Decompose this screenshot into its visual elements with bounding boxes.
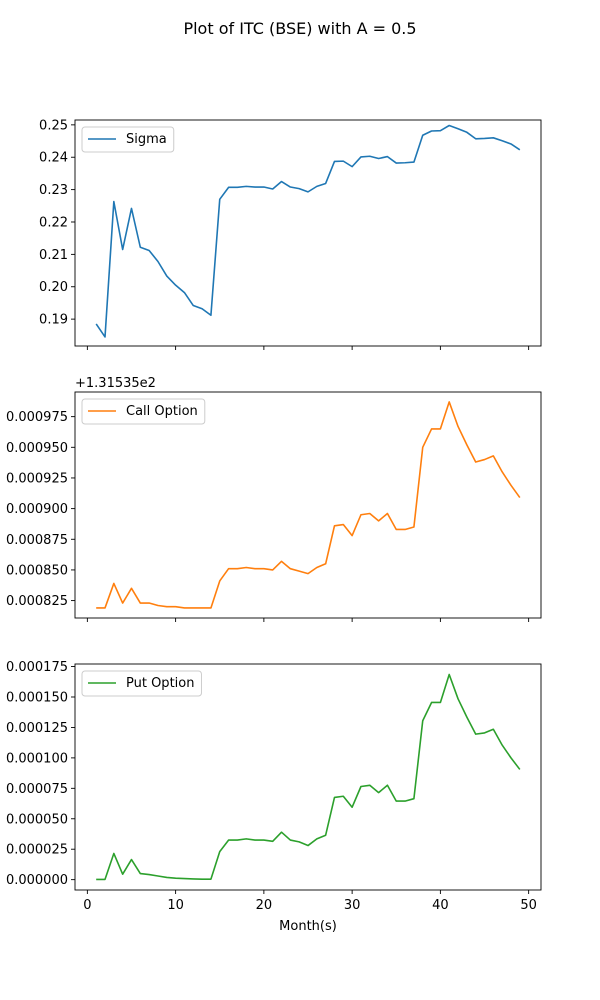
legend: Put Option (81, 670, 202, 697)
y-tick-label: 0.000150 (6, 690, 68, 705)
x-axis-label: Month(s) (279, 919, 337, 934)
y-tick-label: 0.21 (39, 248, 68, 263)
legend-label: Sigma (126, 132, 167, 147)
y-tick-label: 0.000850 (6, 563, 68, 578)
y-tick-label: 0.19 (39, 313, 68, 328)
axes-frame (74, 119, 542, 347)
series-line-0-0 (95, 124, 521, 338)
legend-box (81, 126, 175, 153)
x-tick-label: 50 (520, 898, 537, 913)
y-tick-label: 0.000075 (6, 782, 68, 797)
figure-title: Plot of ITC (BSE) with A = 0.5 (183, 19, 416, 38)
y-tick-label: 0.000000 (6, 873, 68, 888)
axes-frame (74, 663, 542, 891)
axes-frame (74, 391, 542, 619)
y-tick-label: 0.000900 (6, 502, 68, 517)
y-tick-label: 0.000050 (6, 812, 68, 827)
x-tick-label: 30 (344, 898, 361, 913)
series-line-2-0 (96, 673, 521, 881)
series-line-1-0 (96, 401, 521, 609)
legend-box (81, 398, 206, 425)
y-tick-label: 0.000125 (6, 721, 68, 736)
y-tick-label: 0.000975 (6, 410, 68, 425)
sigma-subplot: 0.19 0.20 0.21 0.22 0.23 0.24 0.25 Sigma (39, 118, 542, 350)
x-tick-label: 0 (83, 898, 91, 913)
y-tick-label: 0.000175 (6, 660, 68, 675)
x-tick-label: 40 (432, 898, 449, 913)
y-tick-label: 0.000825 (6, 594, 68, 609)
y-tick-label: 0.24 (39, 151, 68, 166)
y-tick-label: 0.000925 (6, 471, 68, 486)
y-tick-label: 0.000875 (6, 533, 68, 548)
y-tick-label: 0.25 (39, 118, 68, 133)
legend-label: Call Option (126, 404, 198, 419)
legend-label: Put Option (126, 676, 194, 691)
y-tick-label: 0.000950 (6, 441, 68, 456)
y-tick-label: 0.000025 (6, 843, 68, 858)
x-tick-label: 20 (256, 898, 273, 913)
legend: Sigma (81, 126, 175, 153)
y-tick-label: 0.23 (39, 183, 68, 198)
put-option-subplot: 0.000000 0.000025 0.000050 0.000075 0.000100… (6, 660, 542, 934)
x-tick-label: 10 (167, 898, 184, 913)
y-tick-label: 0.000100 (6, 751, 68, 766)
legend-box (81, 670, 202, 697)
y-tick-label: 0.20 (39, 280, 68, 295)
legend: Call Option (81, 398, 206, 425)
call-option-subplot: 0.000825 0.000850 0.000875 0.000900 0.000925… (6, 376, 542, 622)
y-offset-text: +1.31535e2 (75, 376, 156, 391)
y-tick-label: 0.22 (39, 215, 68, 230)
